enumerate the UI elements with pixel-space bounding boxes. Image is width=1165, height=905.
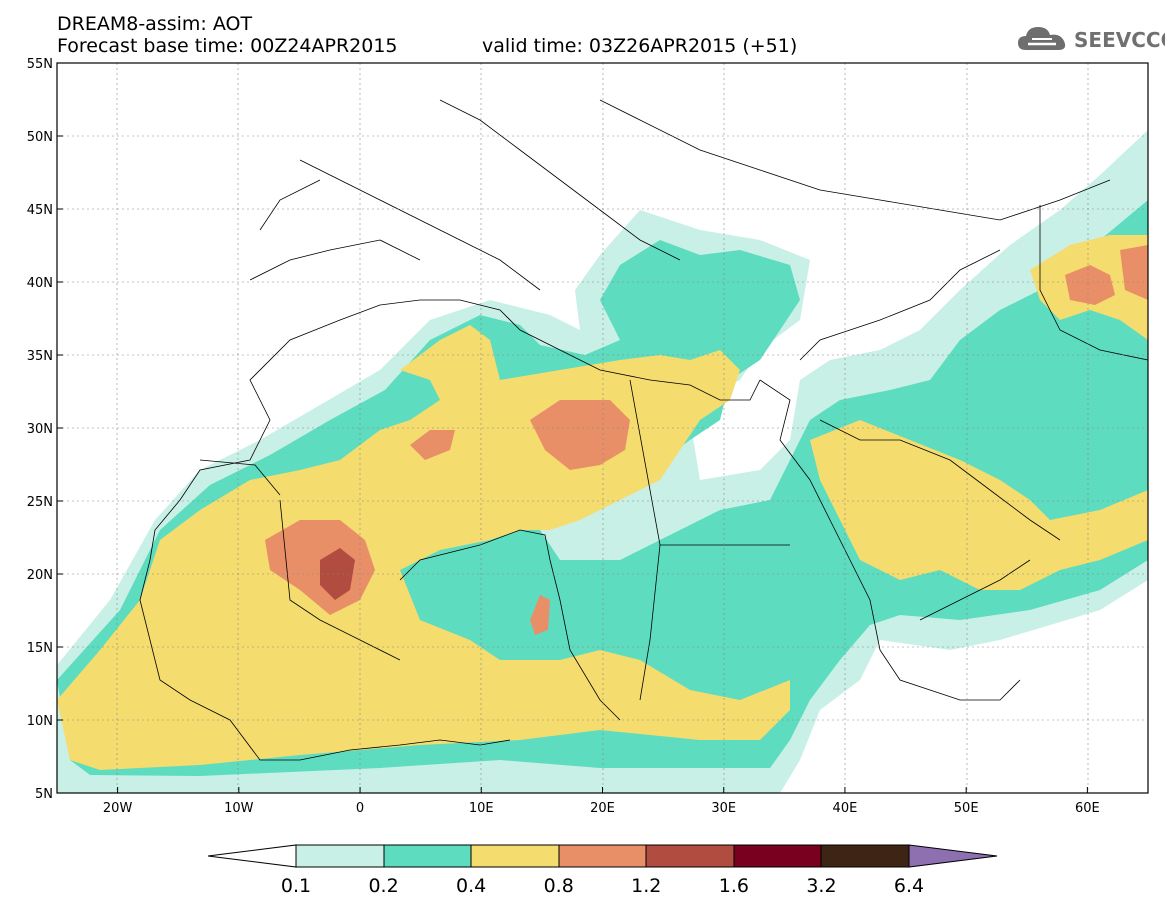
latitude-ticks: 5N 10N 15N 20N 25N 30N 35N 40N 45N 50N 55N bbox=[27, 57, 63, 802]
lon-tick-label: 50E bbox=[954, 801, 979, 816]
lat-tick-label: 55N bbox=[27, 57, 53, 72]
lon-tick-label: 20E bbox=[590, 801, 615, 816]
seevccc-logo: SEEVCCC bbox=[1016, 22, 1165, 58]
lat-tick-label: 20N bbox=[27, 568, 53, 583]
colorbar-label: 0.2 bbox=[368, 875, 398, 897]
colorbar-label: 0.8 bbox=[544, 875, 574, 897]
cloud-icon bbox=[1018, 27, 1066, 50]
colorbar-label: 1.6 bbox=[719, 875, 749, 897]
aot-band-0.8 bbox=[265, 245, 1148, 635]
country-borders bbox=[139, 99, 1148, 761]
colorbar-swatch bbox=[295, 844, 385, 868]
graticule bbox=[57, 63, 1148, 793]
lat-tick-label: 10N bbox=[27, 714, 53, 729]
colorbar-label: 0.1 bbox=[281, 875, 311, 897]
valid-time: valid time: 03Z26APR2015 (+51) bbox=[482, 35, 798, 57]
lon-tick-label: 0 bbox=[356, 801, 364, 816]
logo-text: SEEVCCC bbox=[1074, 28, 1165, 52]
colorbar-labels: 0.1 0.2 0.4 0.8 1.2 1.6 3.2 6.4 bbox=[281, 875, 924, 897]
colorbar-swatch bbox=[470, 844, 560, 868]
lon-tick-label: 30E bbox=[711, 801, 736, 816]
lon-tick-label: 60E bbox=[1075, 801, 1100, 816]
lon-tick-label: 40E bbox=[833, 801, 858, 816]
lat-tick-label: 15N bbox=[27, 641, 53, 656]
colorbar-label: 0.4 bbox=[456, 875, 486, 897]
lon-tick-label: 10W bbox=[224, 801, 254, 816]
colorbar-swatch bbox=[733, 844, 822, 868]
map-title: DREAM8-assim: AOT bbox=[57, 13, 253, 35]
colorbar-high-triangle bbox=[908, 844, 998, 868]
colorbar-swatch bbox=[645, 844, 735, 868]
lat-tick-label: 50N bbox=[27, 130, 53, 145]
forecast-base-time: Forecast base time: 00Z24APR2015 bbox=[57, 35, 398, 57]
longitude-ticks: 20W 10W 0 10E 20E 30E 40E 50E 60E bbox=[103, 787, 1100, 816]
colorbar-low-triangle bbox=[207, 844, 297, 868]
colorbar-swatch bbox=[558, 844, 647, 868]
colorbar-label: 6.4 bbox=[894, 875, 924, 897]
lat-tick-label: 45N bbox=[27, 203, 53, 218]
colorbar-label: 3.2 bbox=[806, 875, 836, 897]
colorbar-swatch bbox=[820, 844, 910, 868]
colorbar bbox=[207, 844, 998, 868]
lon-tick-label: 10E bbox=[469, 801, 494, 816]
lat-tick-label: 25N bbox=[27, 495, 53, 510]
lon-tick-label: 20W bbox=[103, 801, 133, 816]
colorbar-swatch bbox=[383, 844, 472, 868]
lat-tick-label: 30N bbox=[27, 422, 53, 437]
lat-tick-label: 35N bbox=[27, 349, 53, 364]
colorbar-label: 1.2 bbox=[631, 875, 661, 897]
lat-tick-label: 40N bbox=[27, 276, 53, 291]
aot-fields bbox=[57, 63, 1148, 793]
lat-tick-label: 5N bbox=[35, 787, 53, 802]
